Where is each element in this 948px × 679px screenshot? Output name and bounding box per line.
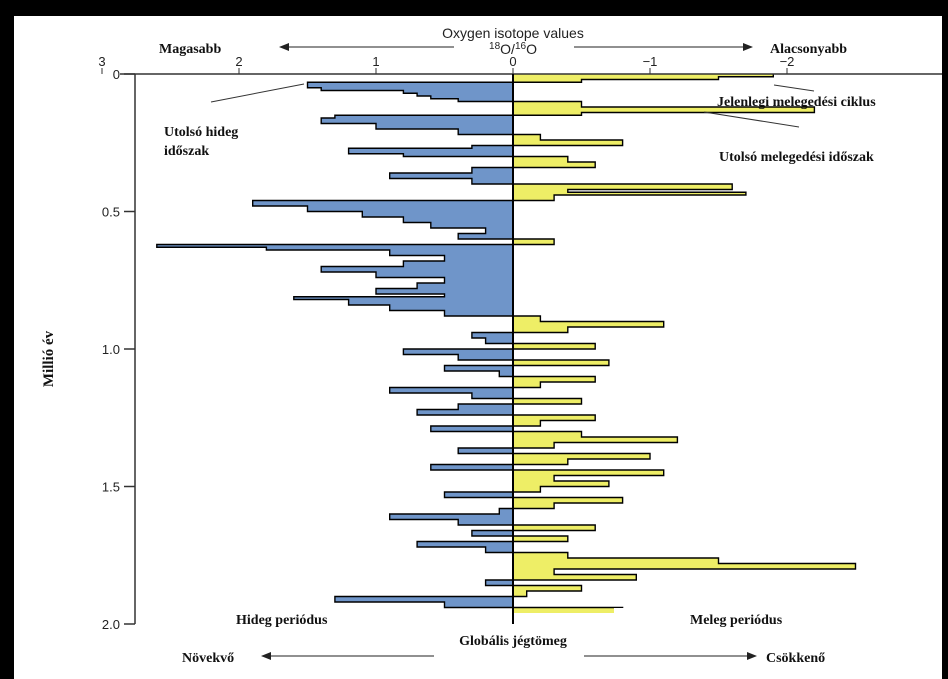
chart-title: Oxygen isotope values [442,25,584,41]
isotope-series-line [156,74,857,613]
warm-period-label: Meleg periódus [690,613,783,628]
top-left-label: Magasabb [159,42,221,57]
x-tick-label: −1 [643,54,658,69]
x-tick-label: 0 [509,54,516,69]
last-cold-pointer [210,83,305,103]
last-warming-pointer [703,111,800,128]
bottom-left-label: Növekvő [182,651,234,666]
data-areas [156,74,857,613]
last-cold-line-1: Utolsó hideg [164,125,238,140]
white-patch [614,608,656,634]
last-cold-label: Utolsó hideg időszak [164,125,242,159]
x-tick-label: 1 [372,54,379,69]
bottom-right-label: Csökkenő [766,651,825,666]
x-tick-label: 2 [235,54,242,69]
global-ice-label: Globális jégtömeg [459,634,567,649]
x-tick-label: −2 [780,54,795,69]
isotope-chart: 3 2 1 0 −1 −2 0 0.5 1.0 1.5 2.0 Oxygen isotope va… [41,25,942,666]
cold-period-label: Hideg periódus [236,613,328,628]
current-warming-label: Jelenlegi melegedési ciklus [717,95,876,110]
y-tick-label: 1.0 [102,342,120,357]
cold-area [156,74,514,613]
chart-subtitle: 18O/16O [489,41,537,57]
y-tick-label: 2.0 [102,617,120,632]
subtitle-sup-18: 18 [489,41,501,52]
current-warming-pointer [773,84,815,92]
y-tick-label: 1.5 [102,480,120,495]
x-ticks: 3 2 1 0 −1 −2 [98,54,794,74]
y-ticks: 0 0.5 1.0 1.5 2.0 [102,67,135,632]
subtitle-sup-16: 16 [515,41,527,52]
subtitle-o-2: O [526,41,537,57]
y-tick-label: 0 [113,67,120,82]
top-right-label: Alacsonyabb [770,42,847,57]
chart-panel: 3 2 1 0 −1 −2 0 0.5 1.0 1.5 2.0 Oxygen isotope va… [14,16,942,679]
y-axis-label: Millió év [41,330,57,387]
y-tick-label: 0.5 [102,205,120,220]
last-warming-label: Utolsó melegedési időszak [719,150,874,165]
x-tick-label: 3 [98,54,105,69]
subtitle-o-1: O/ [500,41,515,57]
last-cold-line-2: időszak [164,144,209,159]
